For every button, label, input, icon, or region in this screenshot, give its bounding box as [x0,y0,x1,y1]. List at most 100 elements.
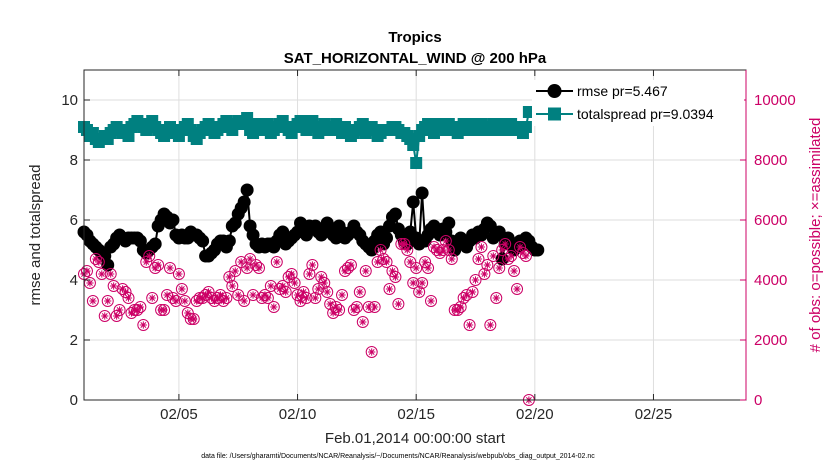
obs-point [89,253,102,265]
obs-point [113,304,126,316]
obs-point [410,262,423,274]
obs-point [457,292,470,304]
obs-point [499,238,512,250]
rmse-point [148,237,162,251]
obs-point [279,286,292,298]
rmse-point [388,207,402,221]
obs-point [508,265,521,277]
obs-point [383,283,396,295]
obs-point [134,301,147,313]
obs-point [143,250,156,262]
obs-point [309,292,322,304]
rmse-point [222,234,236,248]
obs-point [425,295,438,307]
y-right-tick-label: 4000 [754,272,787,289]
y-right-tick-label: 8000 [754,152,787,169]
obs-point [122,292,135,304]
obs-point [318,277,331,289]
obs-point [478,268,491,280]
obs-point [131,304,144,316]
obs-point [285,268,298,280]
obs-point [472,253,485,265]
spread-point [410,157,423,169]
x-tick-label: 02/20 [516,406,554,423]
obs-point [442,244,455,256]
rmse-point [406,195,420,209]
rmse-point [166,213,180,227]
obs-point [519,250,532,262]
obs-point [178,295,191,307]
obs-point [175,283,188,295]
obs-point [484,319,497,331]
obs-point [220,292,233,304]
legend-spread-marker [548,107,561,121]
obs-point [247,289,260,301]
y-axis-right-label: # of obs: o=possible; ×=assimilated [807,118,824,353]
obs-point [321,286,334,298]
obs-point [502,253,515,265]
obs-point [116,283,129,295]
series-2 [78,235,535,406]
obs-point [101,295,114,307]
obs-point [347,304,360,316]
legend-spread-label: totalspread pr=9.0394 [577,106,714,122]
x-axis-label: Feb.01,2014 00:00:00 start [325,430,506,447]
obs-point [380,256,393,268]
obs-point [330,301,343,313]
obs-point [454,301,467,313]
y-right-tick-label: 6000 [754,212,787,229]
rmse-point [237,195,251,209]
obs-point [353,286,366,298]
obs-point [344,259,357,271]
rmse-point [380,231,394,245]
y-right-tick-label: 2000 [754,332,787,349]
rmse-point [531,243,545,257]
obs-point [511,283,524,295]
obs-point [445,253,458,265]
obs-point [250,259,263,271]
obs-point [238,295,251,307]
legend: rmse pr=5.467 totalspread pr=9.0394 [532,80,744,126]
x-tick-label: 02/05 [160,406,198,423]
chart-subtitle: SAT_HORIZONTAL_WIND @ 200 hPa [284,50,547,67]
obs-point [187,313,200,325]
obs-point [416,277,429,289]
obs-point [493,262,506,274]
rmse-point [442,216,456,230]
rmse-point [415,186,429,200]
obs-point [505,250,518,262]
obs-point [475,241,488,253]
obs-point [80,265,93,277]
y-right-tick-label: 0 [754,392,762,409]
y-left-tick-label: 8 [70,152,78,169]
obs-point [490,292,503,304]
obs-point [92,256,105,268]
obs-point [350,301,363,313]
obs-point [303,268,316,280]
y-left-tick-label: 6 [70,212,78,229]
series-1 [78,106,544,169]
obs-point [377,253,390,265]
obs-point [341,262,354,274]
y-left-tick-label: 2 [70,332,78,349]
obs-point [164,262,177,274]
data-file-footnote: data file: /Users/gharamti/Documents/NCA… [201,453,595,460]
y-left-tick-label: 10 [61,92,78,109]
obs-point [374,244,387,256]
legend-rmse-marker [547,84,562,98]
obs-point [172,268,185,280]
x-tick-label: 02/25 [635,406,673,423]
axes: 02/05 02/10 02/15 02/20 02/25 0 2 4 6 8 10 0 2000 400… [61,70,796,423]
chart-title: Tropics [388,29,441,46]
obs-point [104,268,117,280]
obs-point [107,280,120,292]
obs-point [270,256,283,268]
obs-point [98,310,111,322]
obs-point [261,292,274,304]
obs-point [264,280,277,292]
rmse-point [240,183,254,197]
obs-point [368,301,381,313]
y-right-tick-label: 10000 [754,92,796,109]
obs-point [516,247,529,259]
obs-point [146,292,159,304]
